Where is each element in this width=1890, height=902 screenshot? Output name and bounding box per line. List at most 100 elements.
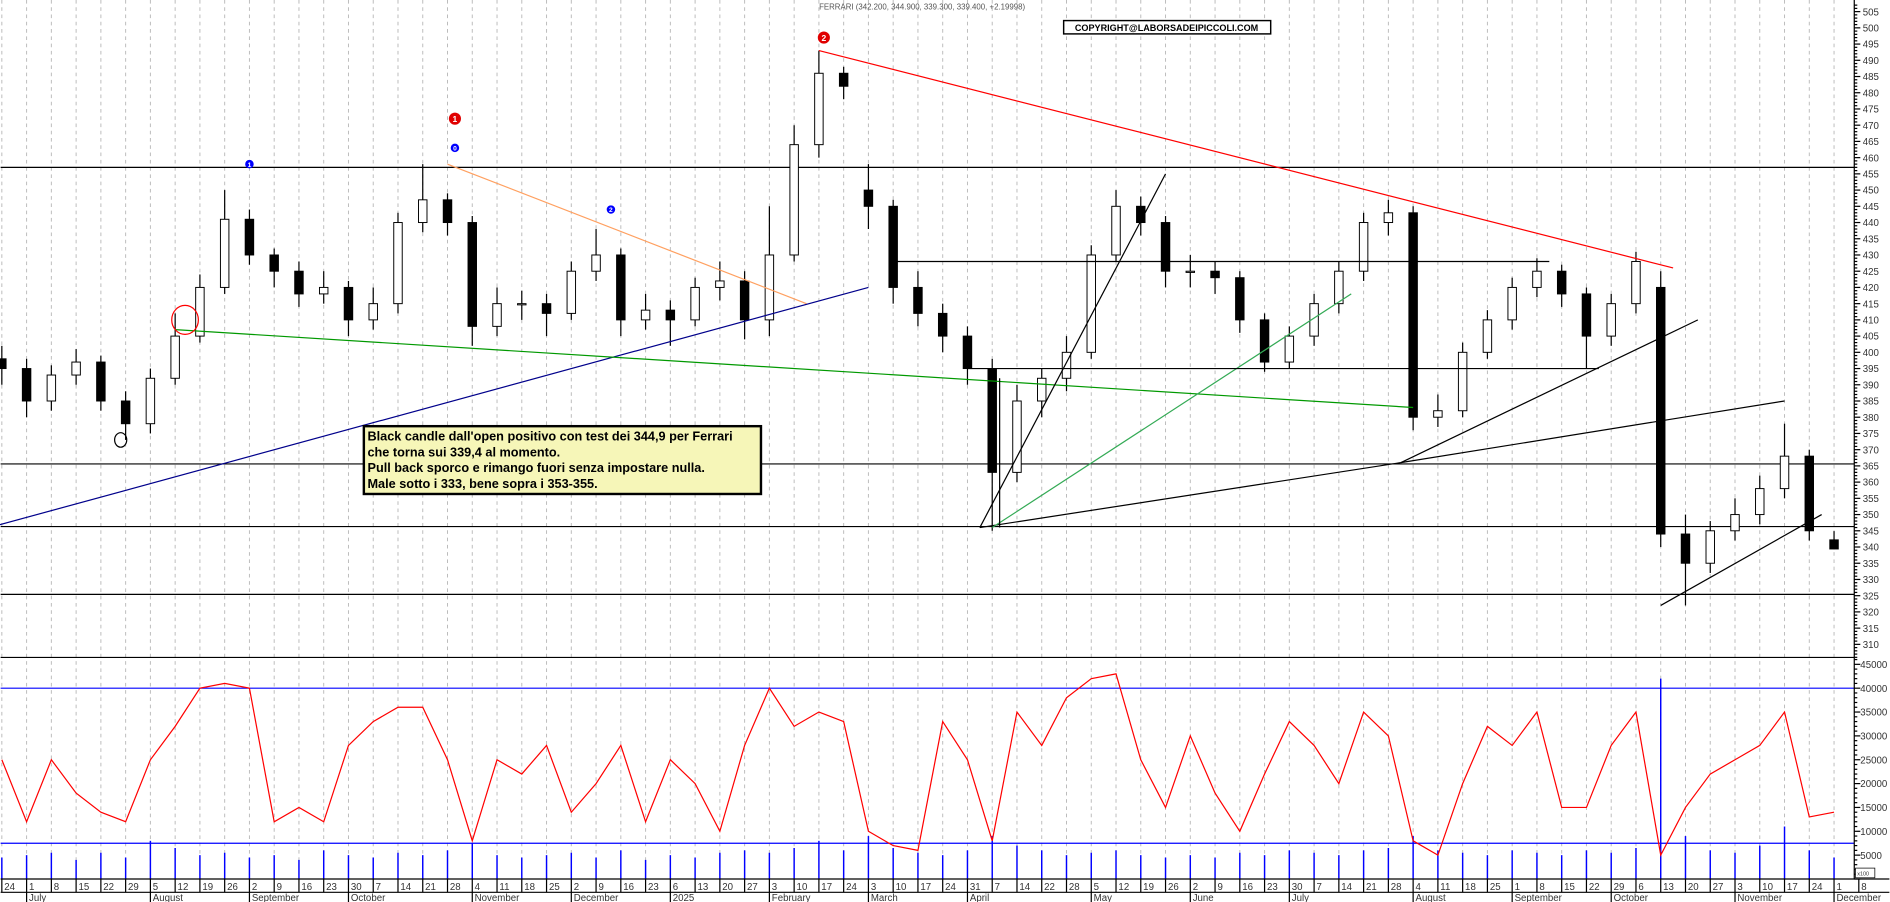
candle-body	[1680, 533, 1691, 564]
candle	[195, 274, 205, 343]
annotation-line: Pull back sporco e rimango fuori senza i…	[367, 460, 704, 475]
candle	[1705, 521, 1715, 573]
candle-body	[343, 286, 354, 321]
candle-body	[1730, 514, 1740, 532]
candle	[913, 271, 923, 327]
price-tick-label: 470	[1863, 121, 1879, 132]
week-tick-label: 10	[896, 882, 907, 893]
candle	[219, 190, 230, 294]
volume-tick-label: 10000	[1860, 827, 1887, 838]
candle-body	[1086, 254, 1096, 353]
trendline	[447, 163, 807, 305]
month-label: July	[1292, 893, 1309, 902]
week-tick-label: 9	[1217, 882, 1222, 893]
candle	[789, 125, 799, 262]
candle	[269, 248, 279, 288]
candle-body	[541, 303, 552, 314]
wave-markers: 1 0 1 2 2	[245, 31, 830, 214]
week-tick-label: 5	[153, 882, 158, 893]
candle-body	[1136, 205, 1146, 224]
week-tick-label: 4	[475, 882, 481, 893]
candle-body	[1829, 539, 1839, 550]
price-tick-label: 405	[1863, 332, 1879, 343]
week-tick-label: 24	[945, 882, 956, 893]
volume-panel	[1, 673, 1835, 879]
candle	[517, 290, 527, 320]
price-tick-label: 505	[1863, 7, 1879, 18]
week-tick-label: 7	[1317, 882, 1322, 893]
week-tick-label: 30	[1292, 882, 1303, 893]
candle-body	[987, 368, 997, 473]
price-tick-label: 325	[1863, 591, 1879, 602]
candle-body	[665, 309, 676, 321]
week-tick-label: 17	[821, 882, 832, 893]
trendline	[0, 286, 869, 526]
candle	[1012, 384, 1022, 483]
candle	[888, 199, 898, 304]
month-label: July	[29, 893, 46, 902]
horizontal-levels	[0, 166, 1855, 844]
candle	[1779, 423, 1790, 499]
gridlines	[1, 0, 1835, 879]
week-tick-label: 2	[574, 882, 579, 893]
month-label: May	[1094, 893, 1112, 902]
week-tick-label: 8	[1861, 882, 1866, 893]
candle	[1160, 216, 1171, 288]
candle	[1334, 261, 1344, 314]
candle-body	[442, 199, 453, 224]
candle-body	[1284, 335, 1295, 363]
price-tick-label: 400	[1863, 348, 1879, 359]
candle	[1408, 206, 1418, 431]
candle	[1507, 277, 1517, 330]
week-tick-label: 24	[4, 882, 15, 893]
candle-body	[219, 218, 230, 288]
candle	[393, 212, 403, 314]
candle-body	[492, 303, 502, 327]
month-label: October	[351, 893, 386, 902]
price-tick-label: 465	[1863, 137, 1879, 148]
candle	[541, 293, 552, 337]
week-tick-label: 25	[549, 882, 560, 893]
week-tick-label: 24	[1812, 882, 1823, 893]
annotation-line: che torna sui 339,4 al momento.	[367, 444, 560, 459]
week-tick-label: 6	[673, 882, 678, 893]
price-tick-label: 420	[1863, 283, 1879, 294]
candle	[1730, 498, 1740, 541]
week-tick-label: 7	[376, 882, 381, 893]
candle-body	[962, 335, 973, 370]
candle	[120, 391, 131, 440]
candle-body	[1556, 270, 1567, 295]
month-label: April	[970, 893, 989, 902]
price-tick-label: 345	[1863, 526, 1879, 537]
candle	[937, 303, 948, 353]
week-tick-label: 14	[400, 882, 411, 893]
candle-body	[814, 72, 824, 146]
price-tick-label: 380	[1863, 413, 1879, 424]
candle	[418, 164, 428, 233]
week-tick-label: 10	[1762, 882, 1773, 893]
candle	[1433, 394, 1443, 427]
month-label: September	[1515, 893, 1563, 902]
marker-label: 1	[248, 162, 252, 169]
price-tick-label: 395	[1863, 364, 1879, 375]
week-tick-label: 26	[227, 882, 238, 893]
candle-body	[120, 400, 131, 425]
candle	[145, 368, 156, 434]
price-tick-label: 330	[1863, 575, 1879, 586]
price-tick-label: 455	[1863, 169, 1879, 180]
candle-body	[1532, 270, 1542, 288]
candle-body	[715, 280, 725, 288]
candle	[665, 300, 676, 346]
copyright-text: COPYRIGHT@LABORSADEIPICCOLI.COM	[1075, 23, 1258, 33]
week-tick-label: 16	[623, 882, 634, 893]
price-tick-label: 500	[1863, 23, 1879, 34]
price-tick-label: 425	[1863, 267, 1879, 278]
price-tick-label: 460	[1863, 153, 1879, 164]
candle-body	[71, 361, 81, 376]
week-tick-label: 18	[1465, 882, 1476, 893]
week-tick-label: 20	[1688, 882, 1699, 893]
week-tick-label: 12	[178, 882, 189, 893]
candle	[566, 261, 577, 320]
price-tick-label: 355	[1863, 494, 1879, 505]
